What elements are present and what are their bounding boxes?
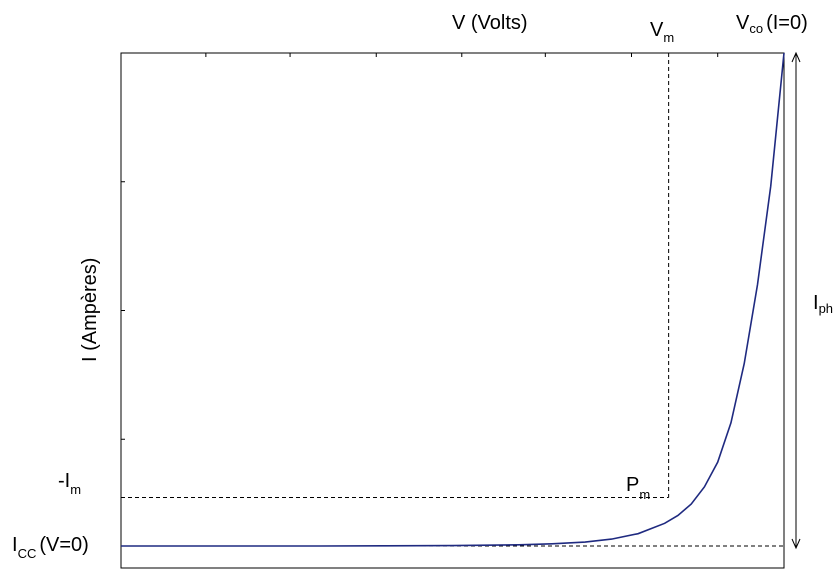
series-iv-curve	[121, 52, 785, 547]
pm-label-main: P	[626, 474, 639, 496]
vco-label: Vco (I=0)	[736, 12, 808, 36]
x-axis-label: V (Volts)	[452, 12, 528, 34]
icc-label-sub: CC	[18, 546, 37, 561]
iph-label-sub: ph	[819, 301, 833, 316]
pm-label-sub: m	[639, 487, 650, 502]
pm-label: Pm	[626, 474, 650, 502]
iph-arrow-head-top	[791, 51, 801, 63]
axis-ticks	[121, 53, 719, 440]
icc-label: ICC (V=0)	[12, 534, 89, 561]
iph-label: Iph	[813, 292, 833, 316]
im-label: -Im	[58, 470, 81, 497]
iph-label-main: I	[813, 292, 819, 314]
im-label-main: -I	[58, 470, 70, 492]
icc-label-main: I	[12, 534, 18, 556]
vco-label-main: V	[736, 12, 750, 34]
vco-label-sub: co	[749, 21, 763, 36]
icc-label-suffix: (V=0)	[39, 534, 88, 556]
im-label-sub: m	[70, 482, 81, 497]
y-axis-label: I (Ampères)	[79, 258, 101, 362]
iph-arrow-head-bottom	[791, 538, 801, 550]
vm-label: Vm	[650, 19, 674, 45]
vm-label-main: V	[650, 19, 664, 41]
vco-label-suffix: (I=0)	[766, 12, 808, 34]
plot-frame	[120, 52, 785, 569]
vm-label-sub: m	[663, 30, 674, 45]
